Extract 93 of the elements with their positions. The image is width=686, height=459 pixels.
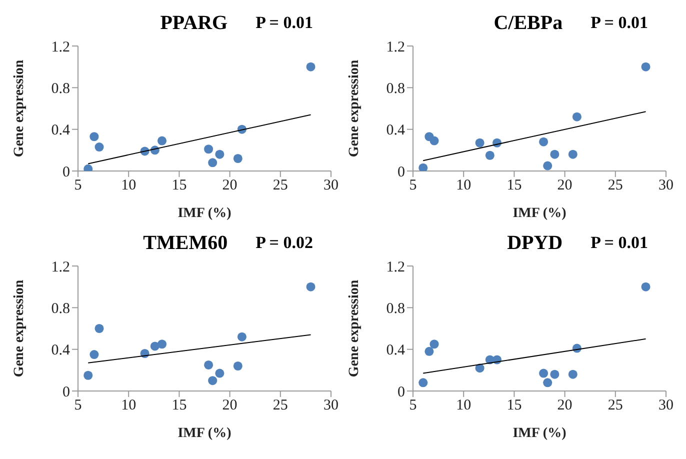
- x-tick-label: 15: [506, 398, 522, 414]
- point: [94, 142, 104, 152]
- x-tick-label: 25: [608, 178, 623, 194]
- y-tick-label: 0.4: [51, 122, 70, 139]
- x-tick-label: 15: [172, 178, 187, 194]
- point: [418, 378, 428, 388]
- point: [208, 158, 218, 168]
- x-tick-label: 25: [608, 398, 623, 414]
- y-tick-label: 0: [398, 384, 405, 400]
- x-axis-title: IMF (%): [178, 426, 232, 441]
- y-tick-label: 1.2: [386, 39, 405, 56]
- point: [208, 376, 218, 386]
- point: [84, 370, 93, 380]
- point: [568, 150, 578, 159]
- y-tick-label: 0.8: [51, 300, 70, 317]
- x-tick-label: 15: [172, 398, 187, 414]
- x-tick-label: 15: [506, 178, 522, 194]
- point: [237, 332, 246, 342]
- y-tick-label: 0.8: [51, 80, 70, 97]
- x-tick-label: 5: [74, 178, 82, 194]
- y-tick-label: 1.2: [51, 39, 70, 56]
- y-tick-label: 0.4: [386, 342, 406, 359]
- x-tick-label: 5: [409, 398, 417, 414]
- point: [550, 150, 560, 159]
- point: [550, 370, 560, 379]
- x-axis-title: IMF (%): [512, 426, 567, 441]
- y-axis-title: Gene expression: [346, 60, 362, 158]
- y-axis-title: Gene expression: [346, 280, 362, 378]
- x-tick-label: 10: [456, 178, 472, 194]
- point: [306, 62, 316, 72]
- chart-title: PPARG: [160, 12, 228, 34]
- point: [418, 163, 428, 171]
- y-tick-label: 0: [62, 164, 70, 180]
- point: [543, 161, 552, 170]
- point: [215, 150, 224, 159]
- y-tick-label: 0.8: [386, 80, 405, 97]
- point: [204, 144, 214, 154]
- y-axis-title: Gene expression: [12, 280, 27, 378]
- text: P = 0.01: [590, 233, 648, 253]
- point: [233, 154, 242, 164]
- x-tick-label: 5: [74, 398, 82, 414]
- x-tick-label: 30: [658, 398, 674, 414]
- x-axis-title: IMF (%): [512, 206, 567, 221]
- text: P = 0.02: [256, 233, 313, 253]
- point: [424, 346, 434, 356]
- point: [204, 360, 214, 370]
- text: P = 0.01: [256, 13, 313, 33]
- point: [90, 350, 99, 360]
- chart-title: DPYD: [507, 232, 563, 254]
- point: [485, 150, 494, 160]
- x-tick-label: 10: [121, 178, 136, 194]
- point: [475, 364, 484, 373]
- x-axis-title: IMF (%): [178, 206, 232, 221]
- x-tick-label: 30: [324, 398, 338, 414]
- point: [568, 370, 578, 379]
- x-tick-label: 10: [121, 398, 136, 414]
- x-tick-label: 30: [324, 178, 338, 194]
- x-tick-label: 5: [409, 178, 417, 194]
- point: [94, 324, 104, 334]
- point: [572, 112, 582, 122]
- y-axis-title: Gene expression: [12, 60, 27, 158]
- x-tick-label: 20: [557, 398, 572, 414]
- point: [539, 137, 548, 146]
- point: [543, 378, 552, 388]
- x-tick-label: 25: [272, 398, 288, 414]
- point: [430, 340, 439, 349]
- point: [233, 361, 242, 371]
- y-tick-label: 0: [62, 384, 70, 400]
- x-tick-label: 30: [658, 178, 674, 194]
- point: [641, 282, 650, 292]
- point: [215, 368, 224, 378]
- y-tick-label: 0.8: [386, 300, 405, 317]
- y-tick-label: 0: [398, 164, 405, 180]
- y-tick-label: 1.2: [386, 259, 405, 276]
- x-tick-label: 20: [222, 178, 238, 194]
- chart-title: C/EBPa: [494, 12, 563, 34]
- text: P = 0.01: [590, 13, 648, 33]
- point: [157, 136, 167, 146]
- chart-title: TMEM60: [143, 232, 228, 254]
- x-tick-label: 10: [456, 398, 472, 414]
- point: [539, 368, 548, 378]
- point: [430, 136, 439, 146]
- x-tick-label: 25: [272, 178, 288, 194]
- point: [306, 282, 316, 292]
- x-tick-label: 20: [222, 398, 238, 414]
- x-tick-label: 20: [557, 178, 572, 194]
- y-tick-label: 0.4: [386, 122, 406, 139]
- point: [475, 138, 484, 148]
- point: [157, 340, 167, 349]
- y-tick-label: 0.4: [51, 342, 70, 359]
- point: [641, 62, 650, 72]
- y-tick-label: 1.2: [51, 259, 70, 276]
- point: [90, 132, 99, 142]
